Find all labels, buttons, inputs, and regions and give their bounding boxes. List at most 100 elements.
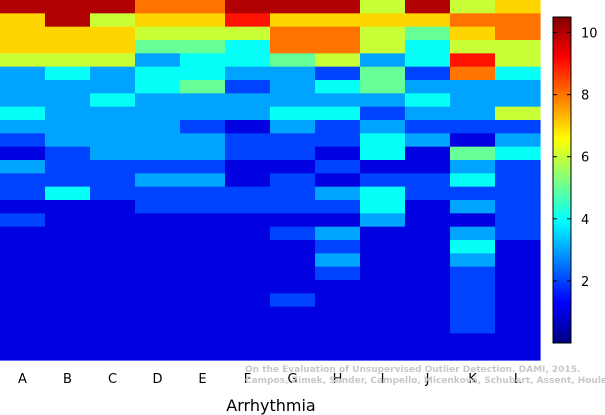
heatmap-cell-G-17 bbox=[270, 213, 316, 228]
heatmap-cell-D-11 bbox=[135, 133, 181, 148]
heatmap-cell-H-8 bbox=[315, 93, 361, 108]
heatmap-cell-L-26 bbox=[495, 333, 541, 348]
heatmap-cell-G-4 bbox=[270, 40, 316, 54]
heatmap-cell-J-27 bbox=[405, 346, 451, 361]
heatmap-cell-G-22 bbox=[270, 280, 316, 294]
heatmap-cell-C-6 bbox=[90, 66, 136, 81]
colorbar-segment bbox=[553, 223, 571, 227]
colorbar-segment bbox=[553, 128, 571, 132]
heatmap-cell-D-20 bbox=[135, 253, 181, 268]
heatmap-cell-I-17 bbox=[360, 213, 406, 228]
colorbar-segment bbox=[553, 315, 571, 320]
heatmap-cell-K-13 bbox=[450, 160, 496, 174]
heatmap-cell-B-3 bbox=[45, 26, 91, 41]
colorbar-segment bbox=[553, 285, 571, 290]
colorbar-segment bbox=[553, 79, 571, 83]
heatmap-cell-E-4 bbox=[180, 40, 226, 54]
x-tick-label-D: D bbox=[152, 372, 162, 387]
colorbar-segment bbox=[553, 60, 571, 64]
heatmap-cell-D-8 bbox=[135, 93, 181, 108]
heatmap-cell-C-9 bbox=[90, 106, 136, 121]
heatmap-cell-L-6 bbox=[495, 66, 541, 81]
colorbar-segment bbox=[553, 275, 571, 279]
colorbar-segment bbox=[553, 337, 571, 341]
heatmap-cell-J-5 bbox=[405, 53, 451, 68]
heatmap-cell-E-25 bbox=[180, 320, 226, 334]
heatmap-cell-I-18 bbox=[360, 226, 406, 241]
colorbar-segment bbox=[553, 74, 571, 78]
colorbar-segment bbox=[553, 166, 571, 170]
colorbar-segment bbox=[553, 239, 571, 243]
heatmap-cell-B-2 bbox=[45, 13, 91, 28]
heatmap-cell-A-2 bbox=[0, 13, 46, 28]
heatmap-cell-A-9 bbox=[0, 106, 46, 121]
colorbar-segment bbox=[553, 269, 571, 273]
heatmap-cell-C-26 bbox=[90, 333, 136, 348]
heatmap-cell-B-1 bbox=[45, 0, 91, 14]
heatmap-cell-D-21 bbox=[135, 266, 181, 281]
heatmap-cell-G-2 bbox=[270, 13, 316, 28]
heatmap-cell-B-24 bbox=[45, 306, 91, 321]
heatmap-cell-L-27 bbox=[495, 346, 541, 361]
heatmap-cell-K-2 bbox=[450, 13, 496, 28]
heatmap-cell-F-21 bbox=[225, 266, 271, 281]
colorbar-segment bbox=[553, 82, 571, 86]
x-tick-label-L: L bbox=[514, 372, 522, 387]
colorbar-segment bbox=[553, 125, 571, 129]
heatmap-cell-G-8 bbox=[270, 93, 316, 108]
heatmap-cell-K-6 bbox=[450, 66, 496, 81]
colorbar-segment bbox=[553, 114, 571, 119]
heatmap-cell-C-25 bbox=[90, 320, 136, 334]
heatmap-cell-F-15 bbox=[225, 186, 271, 201]
heatmap-cell-D-19 bbox=[135, 240, 181, 254]
heatmap-cell-K-16 bbox=[450, 200, 496, 214]
colorbar-segment bbox=[553, 334, 571, 339]
heatmap-cell-K-8 bbox=[450, 93, 496, 108]
colorbar-segment bbox=[553, 258, 571, 262]
colorbar-segment bbox=[553, 141, 571, 146]
colorbar-segment bbox=[553, 215, 571, 219]
heatmap-cell-B-23 bbox=[45, 293, 91, 308]
x-tick-label-G: G bbox=[287, 372, 297, 387]
heatmap-cell-H-25 bbox=[315, 320, 361, 334]
heatmap-cell-K-24 bbox=[450, 306, 496, 321]
heatmap-cell-I-23 bbox=[360, 293, 406, 308]
colorbar-segment bbox=[553, 139, 571, 143]
colorbar-segment bbox=[553, 122, 571, 127]
heatmap-cell-L-2 bbox=[495, 13, 541, 28]
heatmap-cell-H-6 bbox=[315, 66, 361, 81]
heatmap-cell-E-5 bbox=[180, 53, 226, 68]
heatmap-cell-H-10 bbox=[315, 120, 361, 134]
heatmap-cell-K-12 bbox=[450, 146, 496, 161]
heatmap-cell-D-6 bbox=[135, 66, 181, 81]
heatmap-cell-K-21 bbox=[450, 266, 496, 281]
heatmap-cell-K-11 bbox=[450, 133, 496, 148]
colorbar-segment bbox=[553, 36, 571, 40]
heatmap-cell-H-12 bbox=[315, 146, 361, 161]
heatmap-cell-K-14 bbox=[450, 173, 496, 188]
heatmap-cell-I-24 bbox=[360, 306, 406, 321]
heatmap-cell-E-16 bbox=[180, 200, 226, 214]
colorbar-segment bbox=[553, 71, 571, 75]
heatmap-cell-E-2 bbox=[180, 13, 226, 28]
heatmap-cell-E-18 bbox=[180, 226, 226, 241]
heatmap-cell-D-16 bbox=[135, 200, 181, 214]
heatmap-cell-D-13 bbox=[135, 160, 181, 174]
heatmap-cell-I-8 bbox=[360, 93, 406, 108]
heatmap-cell-J-1 bbox=[405, 0, 451, 14]
heatmap-cell-K-3 bbox=[450, 26, 496, 41]
heatmap-cell-J-16 bbox=[405, 200, 451, 214]
heatmap-cell-J-3 bbox=[405, 26, 451, 41]
heatmap-cell-H-1 bbox=[315, 0, 361, 14]
heatmap-cell-F-9 bbox=[225, 106, 271, 121]
heatmap-cell-G-26 bbox=[270, 333, 316, 348]
heatmap-cell-J-6 bbox=[405, 66, 451, 81]
colorbar-segment bbox=[553, 313, 571, 317]
heatmap-cell-E-27 bbox=[180, 346, 226, 361]
heatmap-cell-A-20 bbox=[0, 253, 46, 268]
heatmap-cell-F-22 bbox=[225, 280, 271, 294]
colorbar-segment bbox=[553, 196, 571, 200]
colorbar-segment bbox=[553, 180, 571, 184]
heatmap-cell-K-18 bbox=[450, 226, 496, 241]
heatmap-cell-F-26 bbox=[225, 333, 271, 348]
